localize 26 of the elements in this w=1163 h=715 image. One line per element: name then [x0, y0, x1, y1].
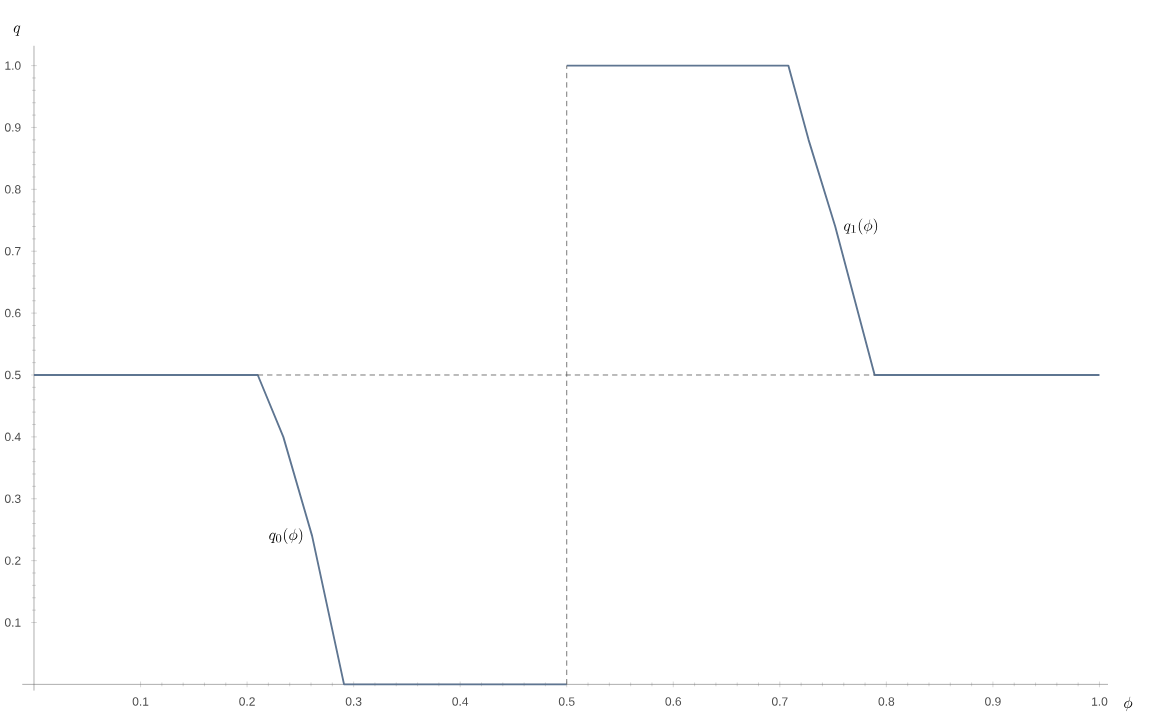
x-tick-label: 1.0 [1092, 697, 1108, 706]
x-tick-label: 0.6 [665, 697, 682, 706]
y-tick-label: 0.6 [4, 308, 21, 318]
x-tick-label: 0.3 [345, 697, 362, 706]
y-tick-label: 0.8 [4, 184, 21, 194]
x-tick-label: 0.7 [771, 697, 788, 706]
y-tick-label: 0.9 [4, 123, 21, 132]
annotation: $q_0(\phi)$ [269, 527, 303, 544]
line-series [565, 64, 1101, 376]
y-tick-label: 1.0 [5, 61, 21, 70]
y-tick-label: 0.1 [4, 618, 21, 627]
x-tick-label: 0.9 [985, 697, 1001, 706]
x-tick-label: 0.5 [558, 697, 575, 706]
x-axis-title: $\phi$ [1124, 696, 1133, 711]
line-series [33, 373, 568, 686]
annotation: $q_1(\phi)$ [844, 218, 878, 235]
y-axis-title: $q$ [13, 25, 21, 36]
x-tick-label: 0.8 [878, 697, 895, 706]
y-tick-label: 0.3 [4, 494, 21, 503]
y-tick-label: 0.5 [4, 370, 21, 380]
y-tick-label: 0.7 [4, 246, 21, 256]
x-tick-label: 0.2 [239, 697, 255, 706]
x-tick-label: 0.4 [452, 697, 469, 706]
y-tick-label: 0.4 [4, 432, 21, 441]
x-tick-label: 0.1 [132, 697, 149, 706]
y-tick-label: 0.2 [4, 556, 21, 565]
